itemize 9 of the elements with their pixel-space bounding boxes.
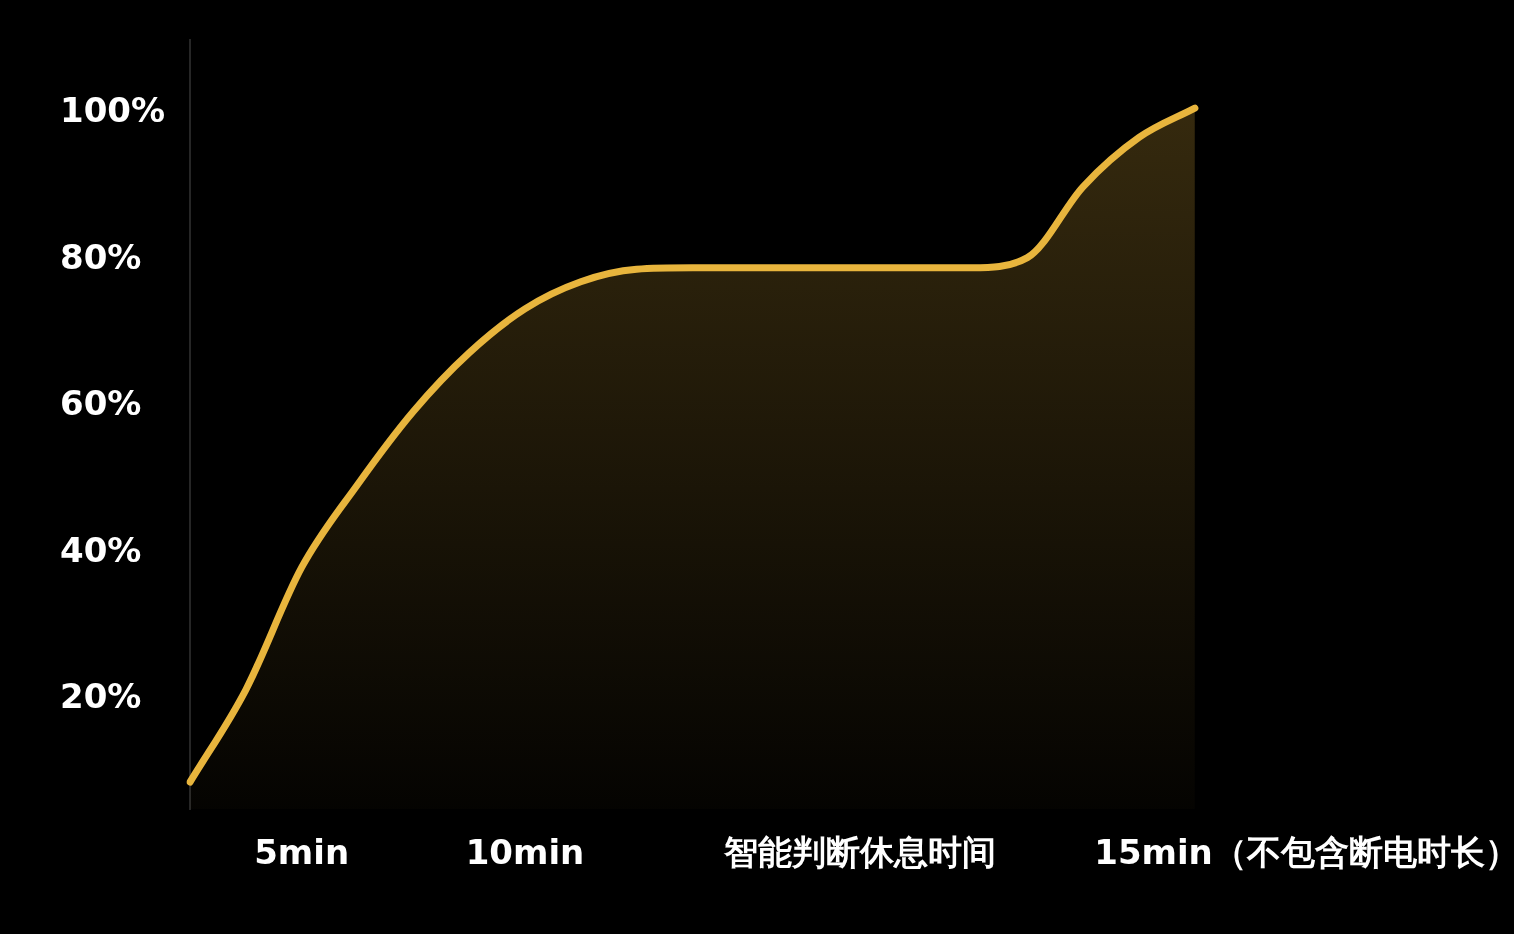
y-tick-label: 20% bbox=[60, 676, 142, 717]
y-tick-label: 100% bbox=[60, 90, 166, 131]
x-tick-label: 智能判断休息时间 bbox=[722, 832, 996, 873]
x-tick-label: 10min bbox=[465, 832, 585, 873]
y-tick-label: 40% bbox=[60, 529, 142, 570]
y-tick-label: 80% bbox=[60, 236, 142, 277]
x-tick-label: 15min（不包含断电时长） bbox=[1094, 832, 1514, 873]
y-tick-label: 60% bbox=[60, 383, 142, 424]
x-tick-label: 5min bbox=[254, 832, 350, 873]
